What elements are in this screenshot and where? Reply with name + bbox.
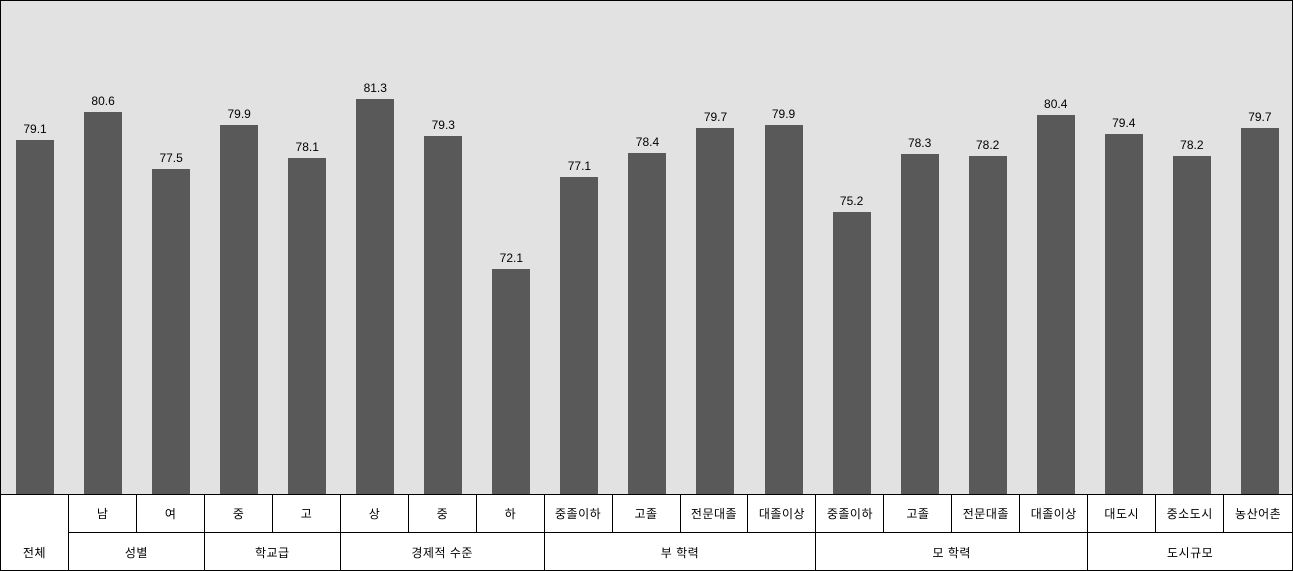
axis-sub-label: 대졸이상 xyxy=(748,495,816,533)
axis-main-label: 부 학력 xyxy=(545,533,817,571)
axis-sub-label: 고졸 xyxy=(884,495,952,533)
bar xyxy=(16,140,54,494)
bar xyxy=(1241,128,1279,494)
bar-slot: 72.1 xyxy=(477,1,545,494)
axis-main-label: 성별 xyxy=(69,533,205,571)
bar xyxy=(765,125,803,494)
bar xyxy=(152,169,190,494)
bar-slot: 78.2 xyxy=(1158,1,1226,494)
data-label: 78.1 xyxy=(273,140,341,154)
data-label: 78.2 xyxy=(954,138,1022,152)
data-label: 78.4 xyxy=(613,135,681,149)
bar xyxy=(84,112,122,494)
axis-sub-label: 대졸이상 xyxy=(1020,495,1088,533)
bar-slot: 79.9 xyxy=(750,1,818,494)
bar xyxy=(1105,134,1143,494)
bar-slot: 78.4 xyxy=(613,1,681,494)
axis-main-label: 전체 xyxy=(1,533,69,571)
bar-slot: 78.3 xyxy=(886,1,954,494)
axis-sub-label: 중 xyxy=(205,495,273,533)
axis-main-row: 전체성별학교급경제적 수준부 학력모 학력도시규모 xyxy=(1,533,1292,571)
bar-slot: 77.5 xyxy=(137,1,205,494)
axis-main-label: 경제적 수준 xyxy=(341,533,545,571)
bar xyxy=(560,177,598,494)
axis-area: 남여중고상중하중졸이하고졸전문대졸대졸이상중졸이하고졸전문대졸대졸이상대도시중소… xyxy=(1,495,1292,571)
bar-group: 80.6 77.5 xyxy=(69,1,205,494)
bar-slot: 77.1 xyxy=(545,1,613,494)
data-label: 78.3 xyxy=(886,136,954,150)
axis-sub-label: 중졸이하 xyxy=(545,495,613,533)
data-label: 79.9 xyxy=(750,107,818,121)
axis-sub-label: 대도시 xyxy=(1088,495,1156,533)
bar xyxy=(696,128,734,494)
bar xyxy=(424,136,462,494)
bar xyxy=(220,125,258,494)
bar-group: 79.1 xyxy=(1,1,69,494)
bar xyxy=(628,153,666,495)
axis-sub-label: 중소도시 xyxy=(1156,495,1224,533)
data-label: 79.7 xyxy=(1226,110,1293,124)
axis-sub-label: 고 xyxy=(273,495,341,533)
bar-group: 79.478.279.7 xyxy=(1090,1,1293,494)
bar-slot: 79.7 xyxy=(681,1,749,494)
bar-slot: 79.9 xyxy=(205,1,273,494)
bar-slot: 79.4 xyxy=(1090,1,1158,494)
bar-slot: 78.1 xyxy=(273,1,341,494)
axis-sub-label: 중졸이하 xyxy=(816,495,884,533)
axis-sub-row: 남여중고상중하중졸이하고졸전문대졸대졸이상중졸이하고졸전문대졸대졸이상대도시중소… xyxy=(1,495,1292,533)
axis-sub-label: 남 xyxy=(69,495,137,533)
axis-sub-label: 상 xyxy=(341,495,409,533)
bar xyxy=(833,212,871,494)
data-label: 79.4 xyxy=(1090,116,1158,130)
bar-group: 81.3 79.3 72.1 xyxy=(341,1,545,494)
bar xyxy=(1173,156,1211,494)
chart-container: 79.180.677.579.978.181.379.372.177.178.4… xyxy=(0,0,1293,571)
axis-main-label: 학교급 xyxy=(205,533,341,571)
bar-group: 77.178.479.779.9 xyxy=(545,1,817,494)
bar-slot: 79.7 xyxy=(1226,1,1293,494)
bar xyxy=(901,154,939,494)
bar-slot: 78.2 xyxy=(954,1,1022,494)
axis-sub-label xyxy=(1,495,69,533)
bar-slot: 79.3 xyxy=(409,1,477,494)
data-label: 79.9 xyxy=(205,107,273,121)
data-label: 81.3 xyxy=(341,81,409,95)
axis-main-label: 모 학력 xyxy=(816,533,1088,571)
axis-sub-label: 여 xyxy=(137,495,205,533)
axis-sub-label: 고졸 xyxy=(613,495,681,533)
axis-main-label: 도시규모 xyxy=(1088,533,1292,571)
axis-sub-label: 전문대졸 xyxy=(952,495,1020,533)
data-label: 75.2 xyxy=(818,194,886,208)
data-label: 79.1 xyxy=(1,122,69,136)
bar-slot: 75.2 xyxy=(818,1,886,494)
data-label: 79.3 xyxy=(409,118,477,132)
data-label: 80.6 xyxy=(69,94,137,108)
bar xyxy=(969,156,1007,494)
bar-group: 79.9 78.1 xyxy=(205,1,341,494)
bar-group: 75.2 78.378.2 80.4 xyxy=(818,1,1090,494)
bar-slot: 80.6 xyxy=(69,1,137,494)
axis-sub-label: 전문대졸 xyxy=(681,495,749,533)
bar-slot: 79.1 xyxy=(1,1,69,494)
axis-sub-label: 농산어촌 xyxy=(1224,495,1292,533)
bar xyxy=(492,269,530,494)
data-label: 72.1 xyxy=(477,251,545,265)
bar-slot: 81.3 xyxy=(341,1,409,494)
bar xyxy=(288,158,326,494)
plot-area: 79.180.677.579.978.181.379.372.177.178.4… xyxy=(1,1,1292,495)
data-label: 78.2 xyxy=(1158,138,1226,152)
bar xyxy=(356,99,394,494)
bar xyxy=(1037,115,1075,494)
bar-slot: 80.4 xyxy=(1022,1,1090,494)
data-label: 79.7 xyxy=(681,110,749,124)
axis-sub-label: 중 xyxy=(409,495,477,533)
data-label: 80.4 xyxy=(1022,97,1090,111)
data-label: 77.1 xyxy=(545,159,613,173)
data-label: 77.5 xyxy=(137,151,205,165)
bars-row: 79.180.677.579.978.181.379.372.177.178.4… xyxy=(1,1,1292,494)
axis-sub-label: 하 xyxy=(477,495,545,533)
